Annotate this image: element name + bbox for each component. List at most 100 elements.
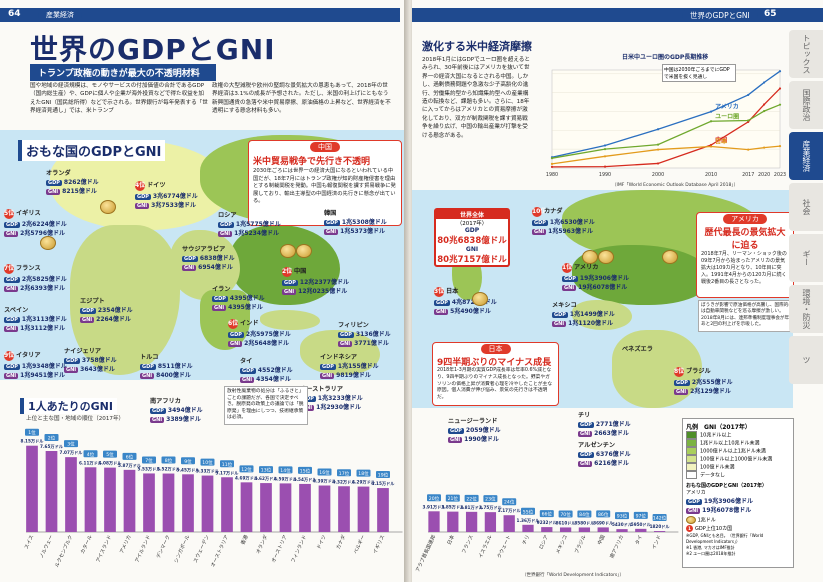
x-tick-5: 2020 — [758, 172, 770, 178]
country-australia: オーストラリア GDP1兆3233億ドル GNI1兆2930億ドル — [300, 386, 363, 411]
legend-note-1: ※1 香港, マカオはIMF推計 — [686, 545, 735, 550]
tab-4[interactable]: 資源・エネルギー — [789, 234, 823, 282]
page-title: 世界のGDPとGNI — [30, 33, 276, 66]
world-total-year: （2017年） — [456, 221, 488, 227]
value-label-25: 9232ドル — [537, 520, 558, 525]
country-mexico: メキシコ GDP 1兆1499億ドル GNI 1兆1120億ドル — [552, 302, 615, 327]
category-label-22: イスラエル — [478, 534, 494, 559]
per-capita-title: 1人あたりのGNI — [20, 398, 117, 414]
bar-22 — [484, 512, 497, 532]
japan-callout-label: 日本 — [480, 344, 511, 354]
bar-3 — [84, 467, 97, 532]
trade-body: 2018年1月にはGDPでユーロ圏を超えるとみられ、30年前後にはアメリカを抜い… — [422, 57, 530, 139]
rank-badge-25 — [539, 510, 554, 518]
value-label-5: 5.87万ドル — [118, 462, 142, 469]
header-bar — [412, 8, 823, 22]
legend-item: 100億ドル未満 — [686, 463, 790, 471]
category-label-28: 中国 — [596, 534, 607, 546]
legend-item: データなし — [686, 471, 790, 479]
bar-2 — [65, 457, 77, 532]
value-label-8: 5.45万ドル — [177, 466, 201, 473]
bar-4 — [104, 467, 116, 532]
country-saudi: サウジアラビア GDP 6838億ドル GNI 6954億ドル — [182, 246, 235, 271]
usa-callout-title: 歴代最長の景気拡大に迫る — [704, 228, 786, 251]
bar-6 — [143, 473, 155, 532]
usa-callout-label: アメリカ — [723, 214, 767, 224]
china-callout: 中国 米中貿易戦争で先行き不透明 2030年ごろには世界一の経済大国になるといわ… — [248, 140, 402, 226]
rank-label-8: 9位 — [184, 458, 192, 465]
category-label-15: ドイツ — [316, 534, 328, 550]
bar-19 — [428, 511, 440, 532]
tab-1[interactable]: 国際政治 — [789, 81, 823, 129]
section-pill: 世界のGDPとGNI — [682, 9, 758, 22]
category-label-14: フィンランド — [290, 534, 308, 564]
category-label-17: ベルギー — [353, 534, 367, 555]
tab-2[interactable]: 産業経済 — [789, 132, 823, 180]
value-label-3: 6.11万ドル — [79, 459, 103, 466]
value-label-11: 4.69万ドル — [235, 474, 259, 481]
rank-badge-30 — [633, 511, 648, 519]
middle-east-landmass — [170, 230, 240, 300]
world-total-box: 世界全体 （2017年） GDP 80兆6838億ドル GNI 80兆7157億… — [434, 208, 510, 267]
country-indonesia: インドネシア GDP 1兆155億ドル GNI 9819億ドル — [320, 354, 379, 379]
coin-stack-icon — [662, 250, 678, 264]
rank-badge-5 — [122, 452, 137, 460]
series-point-3-6 — [778, 145, 782, 148]
china-callout-title: 米中貿易戦争で先行き不透明 — [253, 157, 371, 167]
rank-badge-4 — [103, 450, 117, 458]
bar-18 — [377, 488, 389, 532]
rank-badge-31 — [652, 514, 667, 522]
legend-example-gni: 19兆6078億ドル — [702, 507, 752, 514]
rank-badge-7 — [161, 456, 176, 464]
rank-label-15: 16位 — [319, 469, 330, 476]
rank-badge-11 — [239, 465, 254, 473]
category-label-26: メキシコ — [555, 534, 569, 555]
bar-14 — [299, 483, 311, 532]
rank-badge-3 — [83, 450, 98, 458]
tab-5[interactable]: 環境・防災 — [789, 285, 823, 333]
country-new-zealand: ニュージーランド GDP 2059億ドル GNI 1990億ドル — [448, 418, 501, 443]
bar-9 — [201, 475, 214, 532]
category-label-3: カタール — [79, 534, 94, 555]
legend-coin-label: 1兆ドル — [697, 517, 716, 524]
series-point-3-3 — [709, 145, 713, 148]
category-label-27: ブラジル — [573, 534, 588, 555]
rank-label-12: 13位 — [261, 467, 272, 474]
rank-label-31: 142位 — [653, 515, 667, 522]
section-title-countries: おもな国のGDPとGNI — [18, 140, 166, 161]
rank-label-0: 1位 — [28, 429, 36, 436]
bar-17 — [357, 486, 370, 532]
value-label-6: 5.53万ドル — [138, 465, 162, 472]
series-name-1: 中国 — [715, 136, 727, 144]
rank-label-26: 70位 — [560, 511, 571, 518]
tab-0[interactable]: トピックス — [789, 30, 823, 78]
rank-label-23: 24位 — [504, 499, 515, 506]
country-france: 7位 フランス GDP 2兆5825億ドル GNI 2兆6393億ドル — [4, 264, 67, 292]
tab-6[interactable]: 文化・スポーツ — [789, 336, 823, 384]
category-label-24: チリ — [522, 534, 532, 546]
bar-20 — [447, 511, 459, 532]
country-uk: 5位 イギリス GDP 2兆6224億ドル GNI 2兆5796億ドル — [4, 209, 67, 237]
rank-badge-22 — [483, 495, 498, 503]
series-point-2-5 — [762, 109, 766, 113]
value-label-4: 6.08万ドル — [99, 460, 123, 467]
series-point-2-4 — [747, 119, 750, 122]
value-label-26: 8610ドル — [556, 520, 577, 525]
rank-label-14: 15位 — [300, 467, 311, 474]
tab-3[interactable]: 社会 — [789, 183, 823, 231]
world-total-label: 世界全体 — [436, 210, 508, 219]
bar-10 — [221, 477, 233, 532]
series-point-3-1 — [603, 155, 607, 158]
section-pill: 産業経済 — [38, 9, 82, 21]
rank-badge-27 — [577, 510, 592, 518]
coin-stack-icon — [280, 244, 296, 258]
value-label-16: 4.32万ドル — [333, 478, 357, 485]
china-callout-label: 中国 — [310, 142, 340, 152]
series-point-0-5 — [762, 81, 766, 84]
legend-swatch — [686, 447, 697, 455]
rank-badge-2 — [64, 440, 78, 448]
rank-label-16: 17位 — [339, 470, 350, 477]
rank-label-30: 97位 — [636, 512, 647, 519]
value-label-12: 4.62万ドル — [255, 475, 279, 482]
